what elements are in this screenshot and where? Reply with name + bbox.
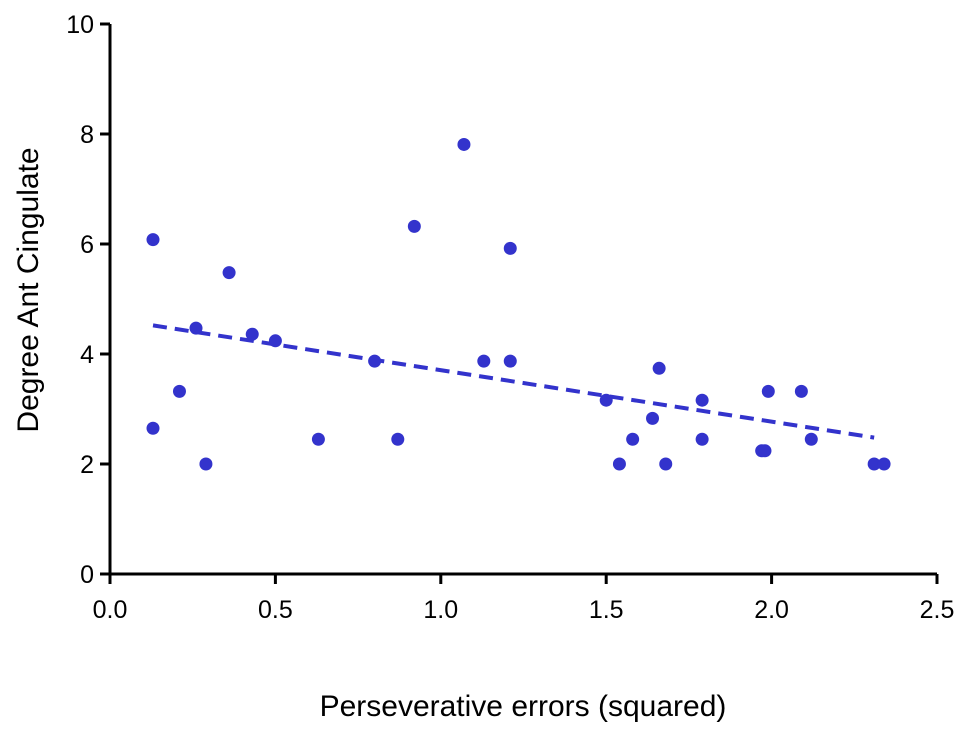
- data-point: [407, 219, 421, 233]
- data-point: [794, 384, 808, 398]
- data-point: [659, 457, 673, 471]
- data-point: [758, 444, 772, 458]
- y-tick-label: 0: [80, 561, 94, 589]
- data-point: [695, 432, 709, 446]
- ticks-layer: 0.0 0.5 1.0 1.5 2.0 2.5 0 2 4 6 8 10: [66, 11, 954, 624]
- data-point: [626, 432, 640, 446]
- y-axis-title: Degree Ant Cingulate: [12, 147, 45, 432]
- data-point: [599, 393, 613, 407]
- axes-layer: [108, 24, 937, 576]
- data-point: [695, 393, 709, 407]
- data-point: [761, 384, 775, 398]
- data-point: [457, 137, 471, 151]
- data-point: [804, 432, 818, 446]
- y-tick-label: 4: [80, 341, 94, 369]
- x-axis-title: Perseverative errors (squared): [320, 690, 727, 723]
- trendline: [152, 323, 875, 440]
- trendline-layer: [152, 323, 875, 440]
- x-tick-label: 0.0: [93, 596, 128, 624]
- data-point: [189, 321, 203, 335]
- data-point: [867, 457, 881, 471]
- x-tick-label: 0.5: [258, 596, 293, 624]
- data-points-layer: [146, 137, 891, 471]
- data-point: [268, 334, 282, 348]
- data-point: [146, 233, 160, 247]
- data-point: [172, 384, 186, 398]
- data-point: [245, 327, 259, 341]
- y-tick-label: 6: [80, 231, 94, 259]
- x-tick-label: 2.5: [920, 596, 955, 624]
- data-point: [199, 457, 213, 471]
- data-point: [222, 266, 236, 280]
- data-point: [646, 411, 660, 425]
- data-point: [391, 432, 405, 446]
- y-tick-label: 2: [80, 451, 94, 479]
- data-point: [368, 354, 382, 368]
- data-point: [612, 457, 626, 471]
- data-point: [477, 354, 491, 368]
- y-tick-label: 8: [80, 121, 94, 149]
- data-point: [311, 432, 325, 446]
- data-point: [503, 241, 517, 255]
- y-tick-label: 10: [66, 11, 94, 39]
- data-point: [877, 457, 891, 471]
- data-point: [146, 421, 160, 435]
- x-tick-label: 1.5: [589, 596, 624, 624]
- data-point: [503, 354, 517, 368]
- data-point: [652, 361, 666, 375]
- x-tick-label: 1.0: [423, 596, 458, 624]
- x-tick-label: 2.0: [754, 596, 789, 624]
